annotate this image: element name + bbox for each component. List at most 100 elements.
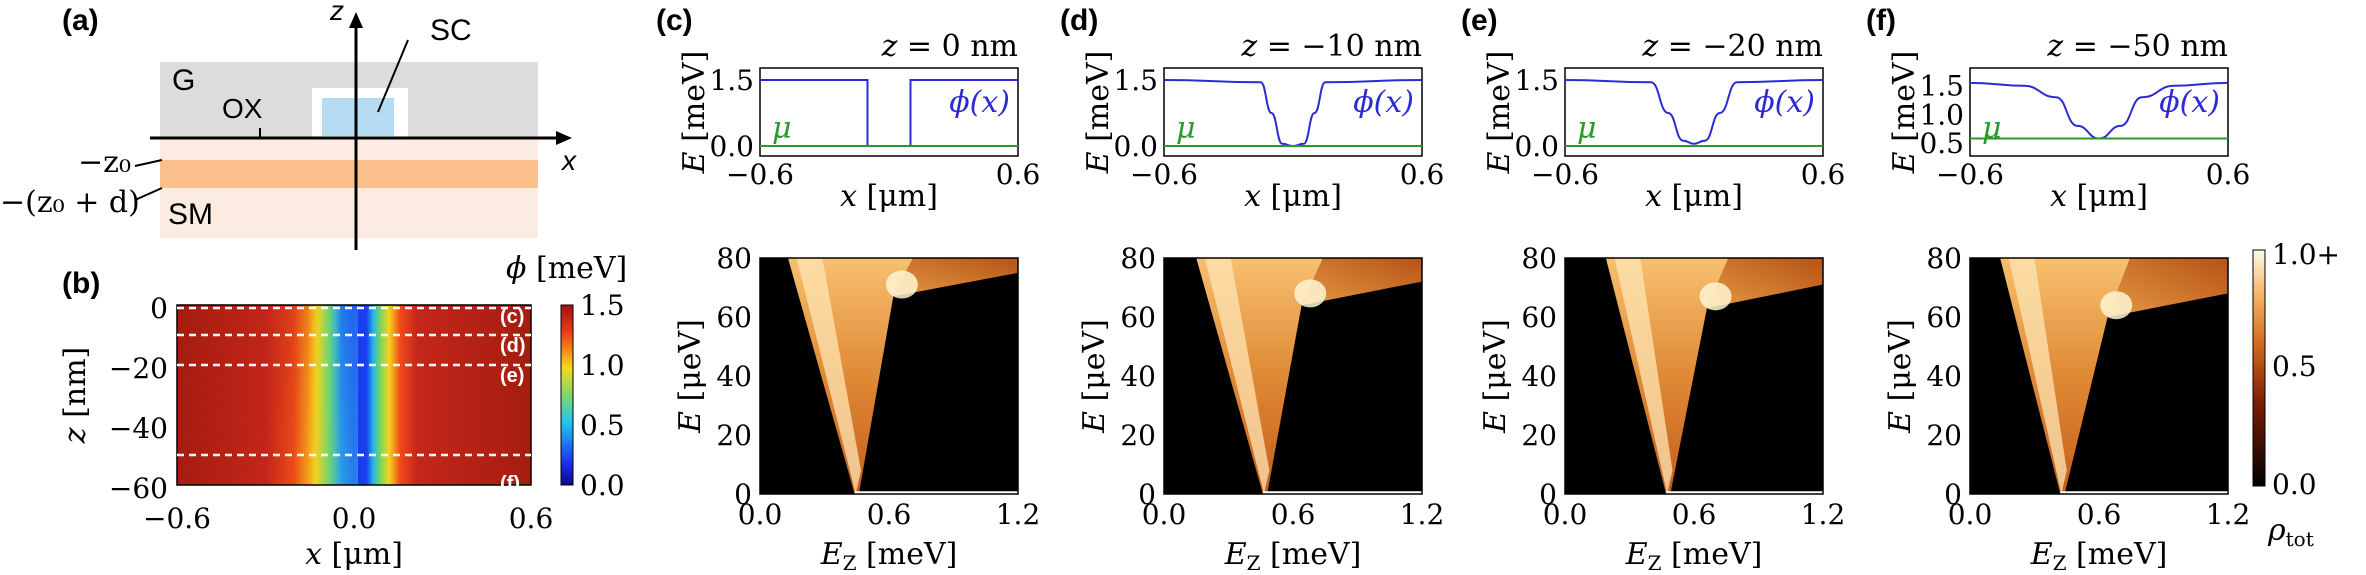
bot-ytick-d-4: 0 [1138,478,1156,511]
bot-xtick-f-2: 1.2 [2206,498,2251,531]
bot-xtick-c-1: 0.6 [867,498,912,531]
bot-ytick-e-4: 0 [1539,478,1557,511]
b-xlabel: x [μm] [305,537,403,572]
sc-label: SC [430,14,472,47]
panel-e-z-title: z = −20 nm [1641,29,1823,64]
rho-frame-d [1163,257,1423,495]
bot-ytick-e-1: 60 [1521,301,1557,334]
panels-c-to-f: (c) z = 0 nm ϕ(x) μ 1.5 0.0 −0.6 0.6 x [μm] E [me… [656,4,2250,575]
bot-ytick-e-3: 20 [1521,419,1557,452]
phi-label-d: ϕ(x) [1353,85,1414,120]
rho-upper-band-d [1301,258,1422,306]
top-xtick-c-1: 0.6 [996,158,1041,191]
mu-label-e: μ [1577,111,1597,146]
top-ylabel-d: E [meV] [1081,51,1116,175]
bot-xlabel-f: EZ [meV] [2030,537,2168,575]
b-ylabel: z [nm] [58,347,93,445]
rho-colorbar-group: 1.0+ 0.5 0.0 ρtot [2252,238,2340,551]
top-ylabel-f: E [meV] [1887,51,1922,175]
panel-d-z-title: z = −10 nm [1240,29,1422,64]
cut-label-e: (e) [500,365,524,387]
panel-f-z-title: z = −50 nm [2046,29,2228,64]
bot-xtick-c-0: 0.0 [738,498,783,531]
bot-xtick-e-1: 0.6 [1672,498,1717,531]
semiconductor-layer [160,160,538,188]
cut-label-f: (f) [500,473,520,495]
top-xtick-c-0: −0.6 [726,158,794,191]
top-ytick-c-0: 1.5 [709,64,754,97]
rho-cbar-tick-0: 1.0+ [2272,238,2340,271]
panel-c-label: (c) [656,4,693,37]
minus-z0-d-label: −(z₀ + d) [0,185,140,220]
rho-kink-spot-d [1294,279,1327,308]
bot-ytick-f-0: 80 [1926,242,1962,275]
z0d-pointer [134,187,163,201]
panel-d: (d)z = −10 nmϕ(x)μ1.50.0−0.6 0.6x [μm]E [… [1060,4,1444,575]
cut-lines [177,306,531,457]
rho-frame-e [1564,257,1824,495]
top-xtick-d-1: 0.6 [1400,158,1445,191]
bot-xlabel-e: EZ [meV] [1625,537,1763,575]
bot-xtick-e-2: 1.2 [1801,498,1846,531]
a-x-label: x [560,145,577,176]
bot-ytick-c-1: 60 [716,301,752,334]
rho-colorbar [2252,249,2266,487]
cut-label-d: (d) [500,335,526,357]
panel-d-label: (d) [1060,4,1098,37]
superconductor [322,98,394,136]
panel-a-label: (a) [62,4,99,37]
semiconductor-bottom [160,188,538,238]
bot-xlabel-d: EZ [meV] [1224,537,1362,575]
phi-plot-frame-c [759,67,1019,157]
b-ytick-2: −40 [109,412,168,445]
b-ytick-3: −60 [109,472,168,505]
phi-colorbar [560,304,574,486]
panel-f-label: (f) [1866,4,1896,37]
b-xtick-0: −0.6 [143,502,211,535]
bot-ytick-f-3: 20 [1926,419,1962,452]
b-ytick-0: 0 [150,292,168,325]
panel-f: (f) z = −50 nm ϕ(x) μ 1.51.00.5−0.6 0.6 x [μm]… [1866,4,2250,575]
top-xtick-f-1: 0.6 [2206,158,2251,191]
bot-xtick-f-1: 0.6 [2077,498,2122,531]
bot-ytick-e-0: 80 [1521,242,1557,275]
bot-ytick-d-1: 60 [1120,301,1156,334]
sm-label: SM [168,198,213,231]
top-xlabel-c: x [μm] [840,179,938,214]
phi-plot-frame-f [1969,67,2229,157]
bot-ytick-f-2: 40 [1926,360,1962,393]
sc-pointer [377,39,409,113]
bot-ytick-c-0: 80 [716,242,752,275]
gate-region-right [408,108,538,138]
panel-a: (a) z x G OX SC SM −z₀ −(z₀ + d) [0,0,577,250]
bot-ytick-c-3: 20 [716,419,752,452]
b-xtick-2: 0.6 [509,502,554,535]
top-xlabel-e: x [μm] [1645,179,1743,214]
top-ylabel-e: E [meV] [1482,51,1517,175]
mu-label-d: μ [1176,111,1196,146]
phi-cbar-tick-3: 0.0 [580,469,625,502]
top-xlabel-d: x [μm] [1244,179,1342,214]
phi-cbar-tick-2: 0.5 [580,409,625,442]
top-xtick-e-1: 0.6 [1801,158,1846,191]
bot-ytick-f-1: 60 [1926,301,1962,334]
panel-c: (c)z = 0 nmϕ(x)μ1.50.0−0.6 0.6x [μm]E [me… [656,4,1040,575]
semiconductor-top [160,138,538,160]
panel-c-z-title: z = 0 nm [881,29,1018,64]
top-ytick-e-0: 1.5 [1514,64,1559,97]
phi-label-e: ϕ(x) [1754,85,1815,120]
top-ytick-d-0: 1.5 [1113,64,1158,97]
rho-kink-spot-c [885,270,918,299]
top-xtick-d-0: −0.6 [1130,158,1198,191]
bot-xtick-d-2: 1.2 [1400,498,1445,531]
bot-ytick-c-2: 40 [716,360,752,393]
a-z-label: z [329,0,344,26]
bot-xtick-c-2: 1.2 [996,498,1041,531]
bot-xtick-e-0: 0.0 [1543,498,1588,531]
bot-xlabel-c: EZ [meV] [820,537,958,575]
panel-e-label: (e) [1461,4,1498,37]
rho-frame-f [1969,257,2229,495]
bot-ytick-e-2: 40 [1521,360,1557,393]
rho-bright-edge-e [1614,258,1673,494]
